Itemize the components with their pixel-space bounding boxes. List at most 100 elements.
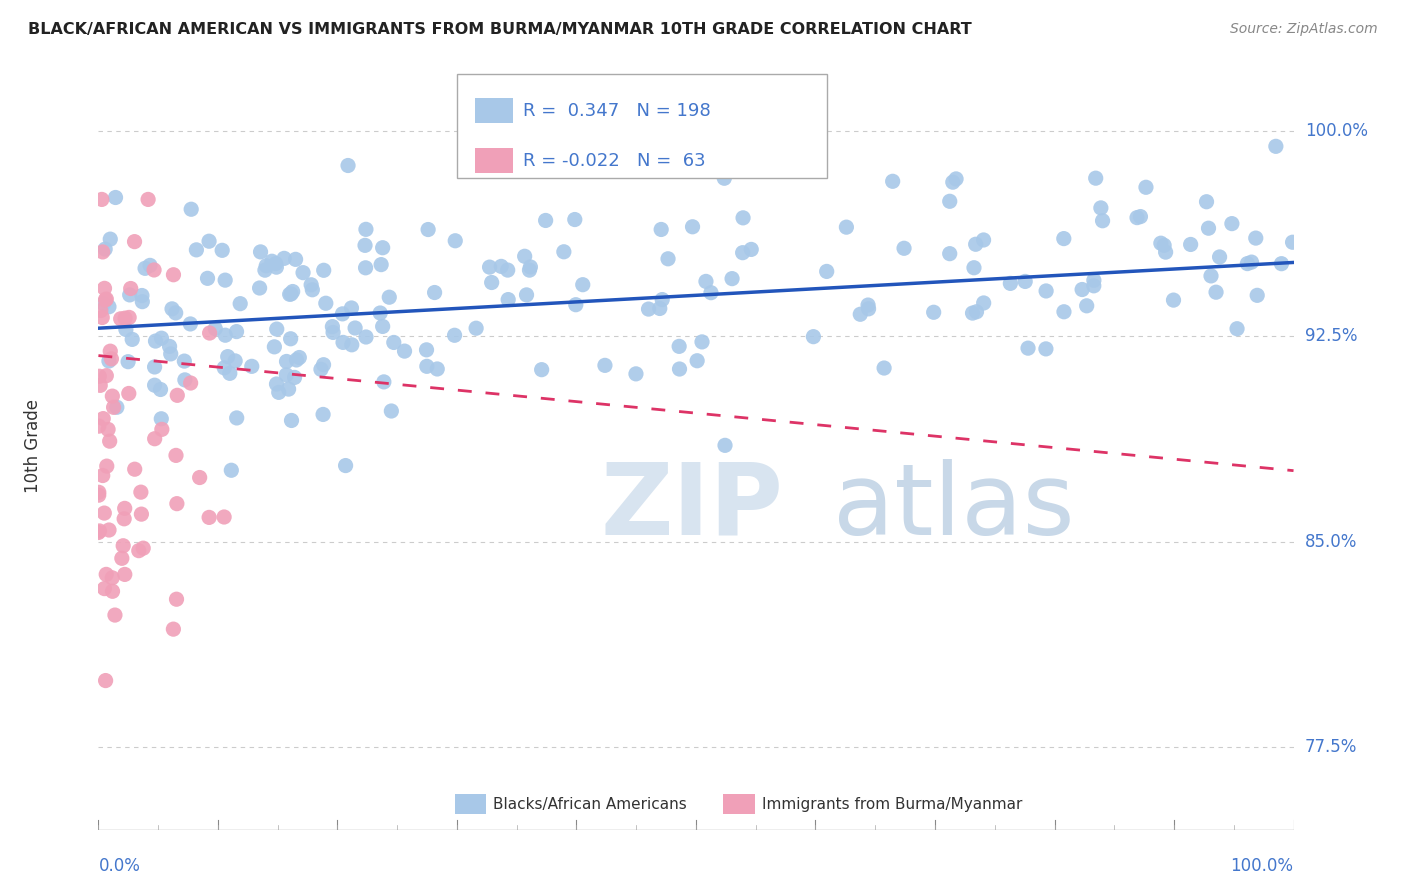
Point	[117, 354, 139, 368]
Point	[332, 335, 354, 350]
FancyBboxPatch shape	[457, 74, 827, 178]
Point	[700, 285, 723, 300]
Point	[93, 297, 115, 311]
Point	[1246, 288, 1268, 302]
Point	[229, 296, 252, 310]
Point	[277, 382, 299, 396]
Point	[856, 298, 879, 312]
Point	[186, 243, 208, 257]
Point	[94, 293, 117, 307]
Point	[1035, 342, 1057, 356]
Point	[1071, 283, 1094, 297]
Point	[938, 194, 960, 209]
Point	[553, 244, 575, 259]
Point	[101, 584, 124, 599]
Text: 85.0%: 85.0%	[1305, 533, 1357, 551]
Point	[159, 339, 181, 353]
Point	[721, 271, 744, 285]
Point	[496, 293, 519, 307]
Point	[224, 354, 246, 368]
Point	[288, 351, 311, 365]
Point	[309, 362, 332, 376]
Point	[873, 361, 896, 376]
Text: 92.5%: 92.5%	[1305, 327, 1357, 345]
Point	[166, 388, 188, 402]
Point	[96, 292, 118, 306]
Point	[283, 370, 305, 384]
Point	[1244, 231, 1267, 245]
Point	[354, 330, 377, 344]
Point	[89, 524, 111, 538]
Point	[104, 608, 127, 623]
Point	[180, 202, 202, 217]
Point	[740, 243, 762, 257]
Point	[1264, 139, 1286, 153]
Point	[94, 242, 117, 256]
Text: Source: ZipAtlas.com: Source: ZipAtlas.com	[1230, 22, 1378, 37]
Point	[139, 259, 162, 273]
Point	[87, 525, 110, 540]
Point	[221, 463, 243, 477]
Point	[1199, 268, 1222, 283]
Point	[565, 298, 588, 312]
Point	[143, 263, 166, 277]
Point	[98, 523, 121, 537]
Point	[803, 329, 825, 343]
Point	[354, 238, 377, 252]
Point	[132, 541, 155, 556]
Point	[105, 401, 128, 415]
Point	[264, 257, 287, 271]
Text: ZIP: ZIP	[600, 458, 783, 556]
Point	[489, 260, 512, 274]
Point	[530, 362, 553, 376]
Point	[91, 468, 114, 483]
Point	[962, 306, 984, 320]
Point	[519, 263, 541, 277]
Point	[166, 497, 188, 511]
Point	[149, 383, 172, 397]
Point	[312, 408, 335, 422]
Text: BLACK/AFRICAN AMERICAN VS IMMIGRANTS FROM BURMA/MYANMAR 10TH GRADE CORRELATION C: BLACK/AFRICAN AMERICAN VS IMMIGRANTS FRO…	[28, 22, 972, 37]
Point	[858, 301, 880, 316]
Point	[1135, 180, 1157, 194]
Point	[254, 259, 277, 273]
Point	[110, 311, 132, 326]
Point	[91, 244, 114, 259]
Point	[571, 277, 593, 292]
Point	[285, 353, 308, 368]
Point	[101, 389, 124, 403]
Point	[648, 301, 671, 316]
Point	[89, 378, 111, 392]
Point	[118, 386, 141, 401]
Point	[134, 261, 156, 276]
Text: 100.0%: 100.0%	[1305, 122, 1368, 140]
Text: atlas: atlas	[834, 458, 1076, 556]
Point	[98, 344, 121, 359]
Point	[922, 305, 945, 319]
Point	[150, 422, 173, 436]
Point	[942, 175, 965, 189]
Text: 100.0%: 100.0%	[1230, 857, 1294, 875]
Point	[423, 285, 446, 300]
Point	[1083, 278, 1105, 293]
Point	[100, 351, 122, 366]
Point	[93, 582, 115, 596]
Point	[162, 268, 184, 282]
Point	[211, 244, 233, 258]
Point	[322, 326, 344, 340]
Point	[143, 359, 166, 374]
Point	[415, 343, 437, 357]
Point	[136, 193, 159, 207]
Point	[849, 307, 872, 321]
Point	[96, 459, 118, 474]
Point	[129, 485, 152, 500]
Point	[668, 362, 690, 376]
Point	[198, 326, 221, 340]
FancyBboxPatch shape	[475, 98, 513, 123]
Point	[315, 296, 337, 310]
Point	[321, 319, 343, 334]
Point	[97, 354, 120, 368]
Point	[714, 438, 737, 452]
Point	[179, 317, 201, 331]
Point	[973, 296, 995, 310]
